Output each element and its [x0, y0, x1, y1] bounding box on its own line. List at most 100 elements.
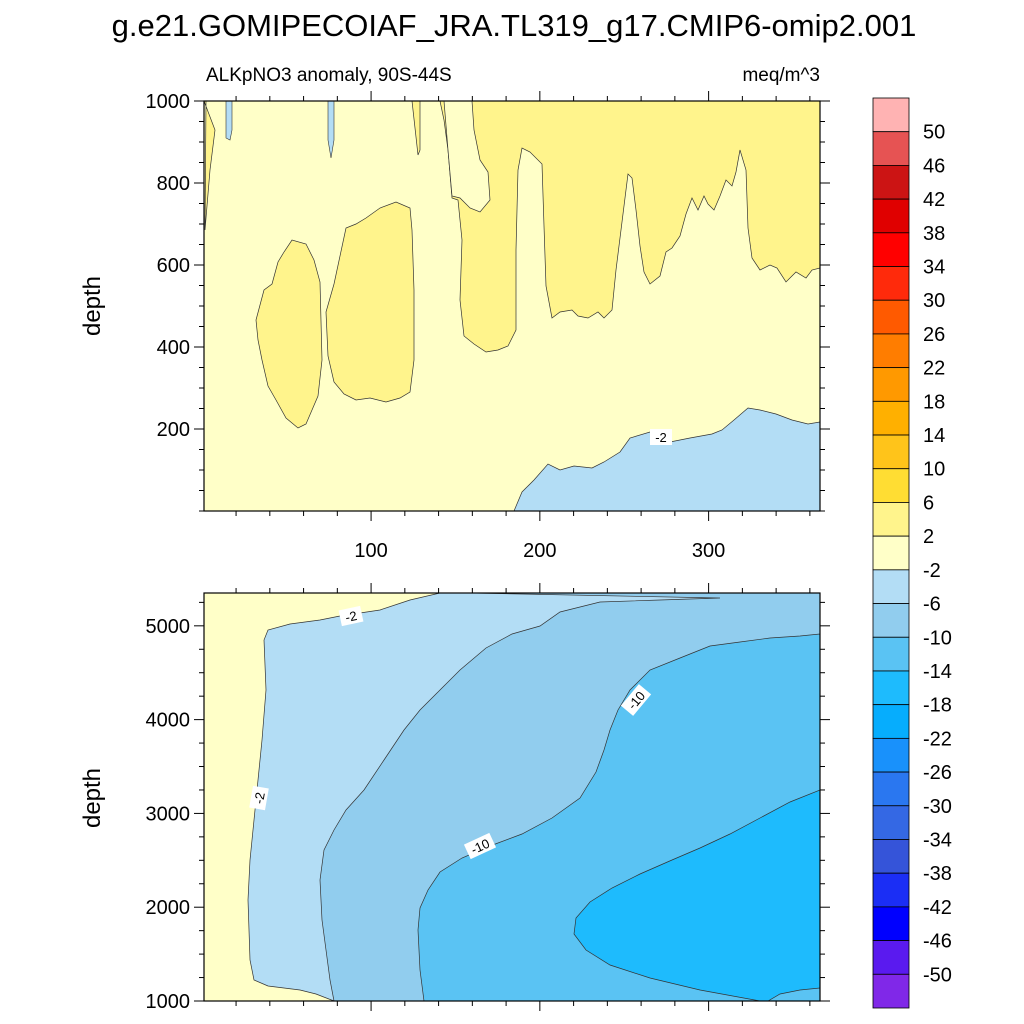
colorbar-segment [872, 299, 910, 335]
colorbar-label: 6 [923, 492, 934, 514]
colorbar-segment [872, 737, 910, 773]
colorbar-label: -50 [923, 964, 952, 986]
y-tick-label: 4000 [146, 710, 191, 732]
colorbar-segment [872, 940, 910, 975]
colorbar-segment [872, 434, 910, 470]
colorbar-label: 26 [923, 324, 945, 346]
colorbar-segment [872, 367, 910, 402]
colorbar: 50 46 42 38 34 30 26 22 18 14 10 6 2 -2 -6 -10 -14 -18 -22… [872, 97, 952, 1009]
bottom-axes: 1000 2000 3000 4000 5000 [146, 583, 830, 1013]
top-small-blue-streak-2 [327, 101, 335, 159]
bottom-contour-label-4: -10 [463, 832, 497, 860]
top-contour-label-bg [650, 429, 672, 445]
colorbar-segment [872, 603, 910, 638]
colorbar-segment [872, 400, 910, 436]
colorbar-segment [872, 839, 910, 874]
colorbar-segment [872, 333, 910, 369]
colorbar-label: 50 [923, 122, 945, 144]
colorbar-segment [872, 805, 910, 840]
colorbar-label: 38 [923, 223, 945, 245]
left-subtitle: ALKpNO3 anomaly, 90S-44S [206, 65, 452, 86]
colorbar-label: 34 [923, 257, 945, 279]
colorbar-segment [872, 704, 910, 739]
colorbar-segment [872, 502, 910, 537]
colorbar-segment [872, 569, 910, 604]
colorbar-label: -14 [923, 661, 952, 683]
y-tick-label: 600 [157, 255, 190, 277]
top-positive-region-upper [204, 101, 820, 353]
top-small-blue-streak-1 [225, 101, 233, 141]
colorbar-label: -46 [923, 931, 952, 953]
bottom-contour-label-2: -2 [249, 785, 269, 811]
colorbar-label: -2 [923, 560, 941, 582]
x-tick-label: 200 [523, 540, 556, 562]
top-ylabel: depth [79, 276, 106, 336]
colorbar-segment [872, 97, 910, 133]
bottom-region-m14 [573, 789, 820, 1001]
colorbar-segment [872, 973, 910, 1009]
bottom-region-m14-bottom [767, 987, 820, 1001]
colorbar-segment [872, 771, 910, 807]
colorbar-label: 10 [923, 459, 945, 481]
y-tick-label: 800 [157, 173, 190, 195]
colorbar-label: 18 [923, 391, 945, 413]
colorbar-segment [872, 266, 910, 301]
colorbar-label: 46 [923, 155, 945, 177]
figure-title: g.e21.GOMIPECOIAF_JRA.TL319_g17.CMIP6-om… [112, 8, 917, 43]
x-tick-label: 100 [354, 540, 387, 562]
colorbar-segment [872, 636, 910, 672]
right-subtitle: meq/m^3 [742, 65, 820, 86]
colorbar-label: 42 [923, 189, 945, 211]
colorbar-label: -6 [923, 594, 941, 616]
y-tick-label: 1000 [146, 91, 191, 113]
y-tick-label: 1000 [146, 991, 191, 1013]
bottom-panel-fill [204, 593, 820, 1001]
colorbar-segment [872, 670, 910, 706]
colorbar-label: -18 [923, 695, 952, 717]
top-contour-label: -2 [655, 430, 667, 445]
top-panel-fill [204, 101, 820, 511]
colorbar-segment [872, 535, 910, 571]
bottom-contour-label: -10 [469, 836, 492, 858]
colorbar-label: 14 [923, 425, 945, 447]
top-positive-blob-left [255, 239, 323, 429]
bottom-contour-label: -2 [251, 791, 268, 805]
colorbar-label: 22 [923, 358, 945, 380]
colorbar-label: -38 [923, 863, 952, 885]
top-negative-region [513, 407, 820, 511]
colorbar-segment [872, 131, 910, 166]
colorbar-label: -10 [923, 627, 952, 649]
y-tick-label: 400 [157, 337, 190, 359]
top-axes: 200 400 600 800 1000 100 200 300 [146, 91, 830, 562]
y-tick-label: 5000 [146, 616, 191, 638]
bottom-contour-label-bg [338, 605, 364, 627]
bottom-contour-label-bg [249, 785, 269, 811]
colorbar-label: -30 [923, 796, 952, 818]
bottom-contour-label-1: -2 [338, 605, 364, 627]
colorbar-label: -22 [923, 728, 952, 750]
bottom-ylabel: depth [79, 768, 106, 828]
bottom-contour-label-bg [463, 832, 497, 860]
colorbar-segment [872, 232, 910, 267]
colorbar-label: -34 [923, 829, 952, 851]
top-contour-label-group: -2 [650, 429, 672, 445]
colorbar-segment [872, 468, 910, 503]
colorbar-label: 2 [923, 526, 934, 548]
colorbar-segment [872, 872, 910, 908]
colorbar-segment [872, 906, 910, 941]
colorbar-segment [872, 165, 910, 200]
bottom-panel-frame [203, 592, 821, 1002]
bottom-contour-label: -2 [344, 608, 358, 625]
y-tick-label: 2000 [146, 897, 191, 919]
colorbar-label: -42 [923, 897, 952, 919]
bottom-contour-label-bg [620, 684, 652, 716]
y-tick-label: 200 [157, 419, 190, 441]
colorbar-label: 30 [923, 290, 945, 312]
y-tick-label: 3000 [146, 803, 191, 825]
colorbar-label: -26 [923, 762, 952, 784]
top-positive-blob-center [325, 201, 415, 403]
x-tick-label: 300 [692, 540, 725, 562]
colorbar-segment [872, 198, 910, 234]
top-white-gap [443, 101, 491, 213]
